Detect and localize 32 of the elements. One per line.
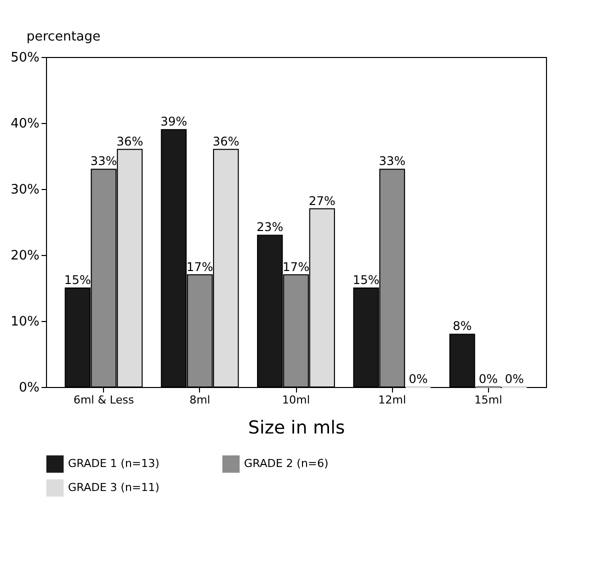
data-label: 15%: [64, 273, 91, 287]
data-label: 27%: [308, 194, 336, 208]
y-tick-label: 10%: [10, 314, 40, 330]
legend-label: GRADE 3 (n=11): [68, 481, 160, 494]
data-label: 17%: [186, 260, 214, 274]
x-tick-label: 6ml & Less: [73, 394, 134, 406]
data-label: 33%: [90, 154, 118, 168]
data-label: 17%: [282, 260, 310, 274]
y-tick-label: 50%: [10, 50, 40, 66]
x-axis-title: Size in mls: [248, 418, 345, 438]
data-label: 23%: [256, 220, 284, 234]
data-label: 36%: [212, 134, 240, 148]
data-label: 8%: [452, 319, 472, 334]
data-label: 33%: [378, 154, 406, 168]
x-tick-label: 8ml: [189, 394, 210, 406]
x-tick-label: 15ml: [474, 394, 502, 406]
y-axis-title: percentage: [26, 30, 101, 44]
x-tick-label: 12ml: [378, 394, 406, 406]
data-label: 0%: [408, 372, 428, 386]
data-label: 36%: [116, 134, 144, 148]
data-label: 39%: [160, 114, 188, 129]
legend-label: GRADE 2 (n=6): [244, 457, 328, 470]
y-tick-label: 0%: [18, 380, 40, 396]
bar: [449, 334, 476, 388]
y-tick-label: 40%: [10, 116, 40, 132]
y-tick-label: 30%: [10, 182, 40, 198]
data-label: 15%: [352, 273, 380, 287]
data-label: 0%: [504, 372, 524, 386]
x-tick-label: 10ml: [282, 394, 310, 406]
y-tick-label: 20%: [10, 248, 40, 264]
data-label: 0%: [478, 372, 498, 386]
legend-label: GRADE 1 (n=13): [68, 457, 160, 470]
